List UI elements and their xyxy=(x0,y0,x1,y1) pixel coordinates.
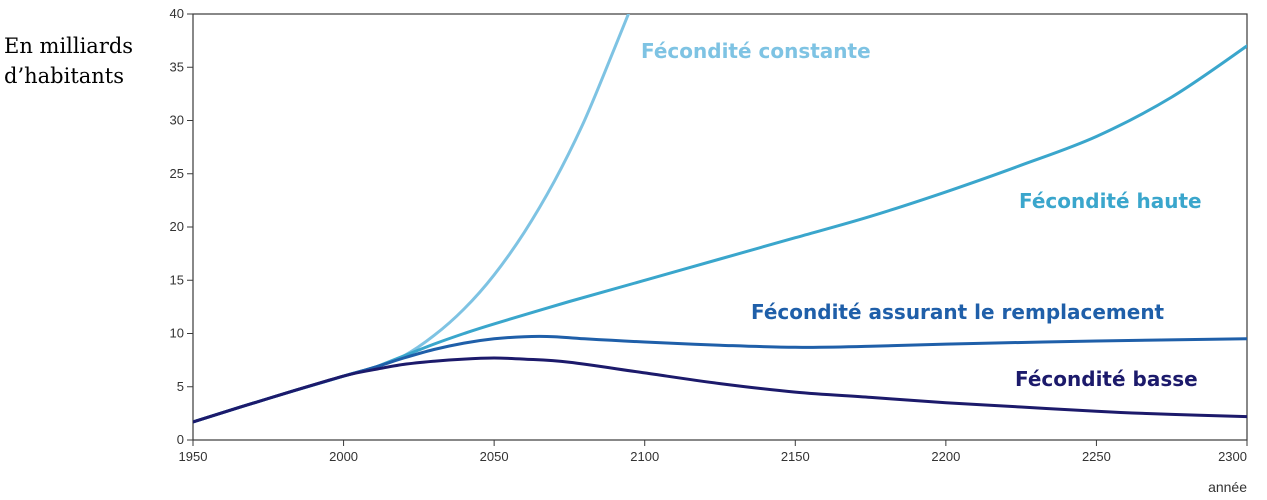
x-tick-label: 2100 xyxy=(630,449,659,464)
series-label-remplacement: Fécondité assurant le remplacement xyxy=(751,300,1165,324)
y-tick-label: 40 xyxy=(170,6,184,21)
y-tick-label: 20 xyxy=(170,219,184,234)
y-tick-label: 30 xyxy=(170,113,184,128)
series-label-haute: Fécondité haute xyxy=(1019,189,1202,213)
series-lines xyxy=(193,14,1247,424)
series-label-basse: Fécondité basse xyxy=(1015,367,1198,391)
x-tick-label: 2150 xyxy=(781,449,810,464)
y-tick-label: 15 xyxy=(170,272,184,287)
x-tick-label: 2000 xyxy=(329,449,358,464)
x-tick-label: 2050 xyxy=(480,449,509,464)
y-axis-label-line-1: En milliards xyxy=(4,34,134,58)
x-tick-label: 2300 xyxy=(1218,449,1247,464)
y-ticks: 0 5 10 15 20 25 30 35 40 xyxy=(170,6,193,447)
y-tick-label: 10 xyxy=(170,326,184,341)
y-tick-label: 35 xyxy=(170,59,184,74)
y-tick-label: 5 xyxy=(177,379,184,394)
y-tick-label: 0 xyxy=(177,432,184,447)
x-tick-label: 2250 xyxy=(1082,449,1111,464)
y-tick-label: 25 xyxy=(170,166,184,181)
series-line-2 xyxy=(193,334,1247,424)
x-tick-label: 1950 xyxy=(179,449,208,464)
x-ticks: 1950 2000 2050 2100 2150 2200 2250 2300 xyxy=(179,440,1248,464)
series-line-1 xyxy=(193,44,1247,424)
x-tick-label: 2200 xyxy=(931,449,960,464)
x-axis-label: année xyxy=(1208,479,1247,495)
series-line-3 xyxy=(193,356,1247,424)
series-line-0 xyxy=(193,14,631,424)
series-label-constante: Fécondité constante xyxy=(641,39,871,63)
y-axis-label-line-2: d’habitants xyxy=(4,64,125,88)
